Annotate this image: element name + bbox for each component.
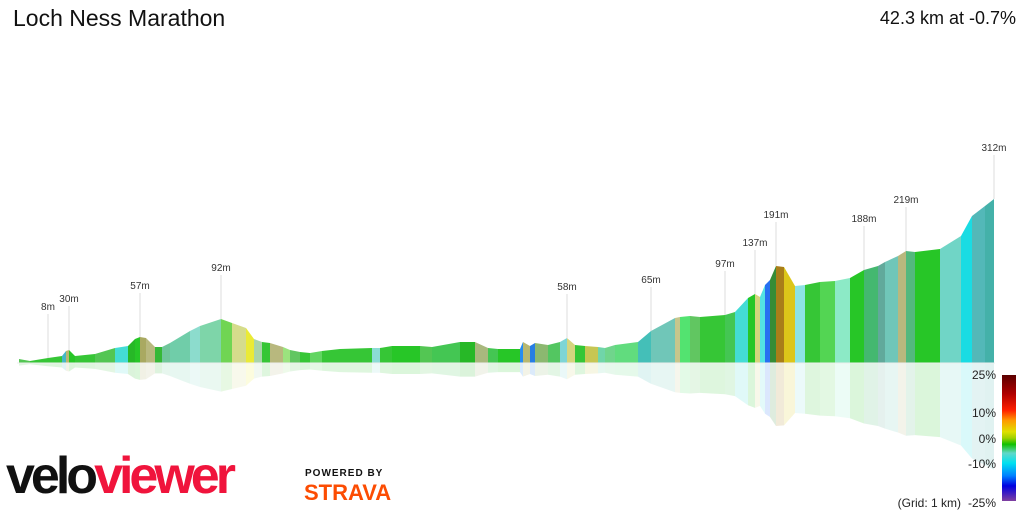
page-title: Loch Ness Marathon <box>13 5 226 31</box>
peak-label: 191m <box>763 210 788 221</box>
grid-note: (Grid: 1 km) <box>897 496 961 510</box>
route-summary: 42.3 km at -0.7% <box>879 8 1016 28</box>
veloviewer-logo: veloviewer <box>6 447 236 505</box>
legend-tick-minus25: -25% <box>967 496 996 510</box>
peak-label: 8m <box>41 302 55 313</box>
legend-tick-25: 25% <box>971 368 996 382</box>
peak-label: 312m <box>981 143 1006 154</box>
peak-label: 92m <box>211 263 230 274</box>
peak-label: 188m <box>851 214 876 225</box>
powered-by-label: POWERED BY <box>305 468 384 479</box>
legend-tick-10: 10% <box>971 406 996 420</box>
peak-label: 30m <box>59 294 78 305</box>
legend-tick-0: 0% <box>978 432 996 446</box>
peak-label: 65m <box>641 275 660 286</box>
logo-viewer: viewer <box>94 447 236 505</box>
strava-logo: STRAVA <box>304 480 392 505</box>
logo-velo: velo <box>6 447 98 505</box>
peak-label: 137m <box>742 238 767 249</box>
peak-label: 97m <box>715 259 734 270</box>
peak-label: 58m <box>557 282 576 293</box>
gradient-color-scale <box>1002 375 1016 501</box>
peak-label: 57m <box>130 281 149 292</box>
legend-tick-minus10: -10% <box>967 457 996 471</box>
peak-label: 219m <box>893 195 918 206</box>
